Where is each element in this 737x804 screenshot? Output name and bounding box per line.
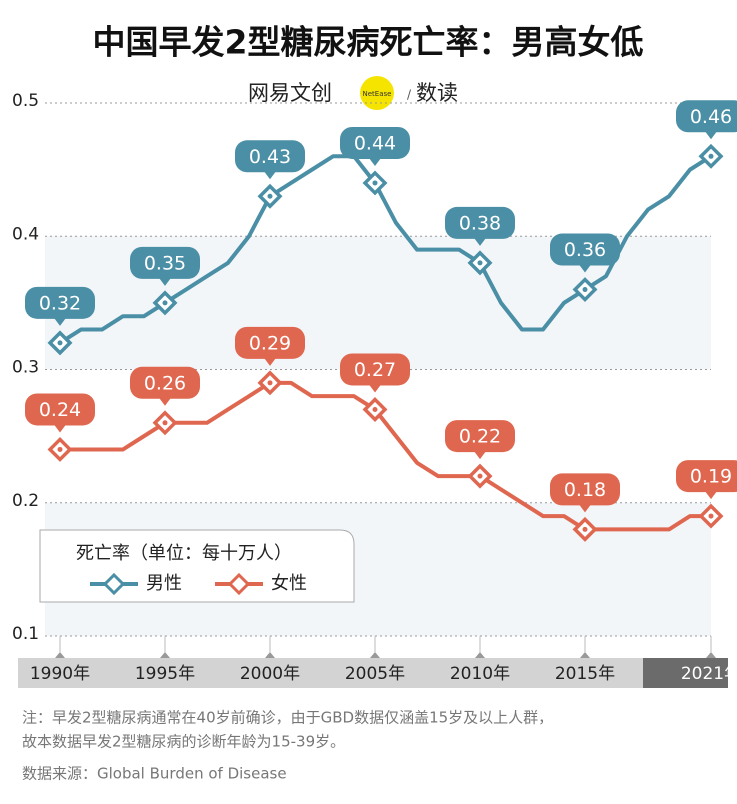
data-label: 0.24 bbox=[39, 399, 81, 421]
label-pointer bbox=[579, 264, 591, 273]
legend-label: 女性 bbox=[271, 573, 307, 594]
label-pointer bbox=[54, 424, 66, 433]
label-box bbox=[235, 326, 305, 359]
point-dot bbox=[708, 153, 714, 159]
point-dot bbox=[267, 193, 273, 199]
label-box bbox=[130, 246, 200, 279]
y-tick-label: 0.4 bbox=[12, 224, 39, 244]
point-dot bbox=[267, 380, 273, 386]
point-dot bbox=[57, 446, 63, 452]
x-tick-marker bbox=[370, 652, 380, 658]
label-pointer bbox=[264, 357, 276, 366]
y-tick-label: 0.5 bbox=[12, 91, 39, 111]
label-box bbox=[25, 393, 95, 426]
x-tick-label: 1990年 bbox=[30, 664, 90, 684]
legend-title: 死亡率（单位：每十万人） bbox=[76, 543, 292, 564]
x-tick-marker bbox=[160, 652, 170, 658]
legend-label: 男性 bbox=[146, 573, 182, 594]
y-tick-label: 0.2 bbox=[12, 491, 39, 511]
point-dot bbox=[162, 300, 168, 306]
x-tick-marker bbox=[706, 652, 716, 658]
point-dot bbox=[477, 260, 483, 266]
x-tick-label: 1995年 bbox=[135, 664, 195, 684]
data-label: 0.22 bbox=[459, 426, 501, 448]
label-box bbox=[445, 420, 515, 453]
point-dot bbox=[708, 513, 714, 519]
legend-marker bbox=[227, 572, 251, 596]
data-label: 0.36 bbox=[564, 239, 606, 261]
x-tick-label: 2010年 bbox=[450, 664, 510, 684]
data-label: 0.35 bbox=[144, 252, 186, 274]
data-label: 0.38 bbox=[459, 212, 501, 234]
label-box bbox=[445, 206, 515, 239]
data-label: 0.18 bbox=[564, 479, 606, 501]
label-box bbox=[676, 460, 737, 493]
data-label: 0.43 bbox=[249, 146, 291, 168]
label-box bbox=[130, 366, 200, 399]
x-tick-marker bbox=[55, 652, 65, 658]
label-pointer bbox=[369, 157, 381, 166]
label-pointer bbox=[159, 397, 171, 406]
brand-left: 网易文创 bbox=[248, 81, 332, 105]
data-label: 0.19 bbox=[690, 466, 732, 488]
label-pointer bbox=[264, 171, 276, 180]
label-pointer bbox=[474, 451, 486, 460]
data-label: 0.46 bbox=[690, 106, 732, 128]
point-dot bbox=[372, 180, 378, 186]
label-pointer bbox=[54, 317, 66, 326]
x-axis-band-last bbox=[643, 658, 728, 688]
label-pointer bbox=[474, 237, 486, 246]
label-pointer bbox=[159, 277, 171, 286]
label-box bbox=[25, 286, 95, 319]
note: 故本数据早发2型糖尿病的诊断年龄为15-39岁。 bbox=[22, 733, 345, 751]
point-dot bbox=[582, 287, 588, 293]
label-box bbox=[550, 233, 620, 266]
data-label: 0.29 bbox=[249, 332, 291, 354]
x-tick-label: 2005年 bbox=[345, 664, 405, 684]
source: 数据来源：Global Burden of Disease bbox=[22, 765, 287, 783]
brand-badge: NetEase bbox=[363, 90, 392, 98]
label-pointer bbox=[705, 131, 717, 140]
x-axis-band bbox=[18, 658, 728, 688]
label-box bbox=[340, 353, 410, 386]
label-pointer bbox=[369, 384, 381, 393]
chart-title: 中国早发2型糖尿病死亡率：男高女低 bbox=[93, 23, 644, 62]
data-label: 0.27 bbox=[354, 359, 396, 381]
note: 注：早发2型糖尿病通常在40岁前确诊，由于GBD数据仅涵盖15岁及以上人群， bbox=[22, 709, 553, 727]
data-label: 0.44 bbox=[354, 132, 396, 154]
point-dot bbox=[477, 473, 483, 479]
point-dot bbox=[372, 406, 378, 412]
brand-slash: / bbox=[407, 88, 412, 102]
x-tick-label: 2015年 bbox=[555, 664, 615, 684]
label-box bbox=[340, 126, 410, 159]
point-dot bbox=[162, 420, 168, 426]
point-dot bbox=[57, 340, 63, 346]
label-box bbox=[550, 473, 620, 506]
label-box bbox=[676, 100, 737, 133]
x-tick-marker bbox=[475, 652, 485, 658]
brand-right: 数读 bbox=[416, 81, 458, 105]
x-tick-label: 2021年 bbox=[681, 664, 737, 684]
label-pointer bbox=[579, 504, 591, 513]
label-pointer bbox=[705, 491, 717, 500]
x-tick-marker bbox=[265, 652, 275, 658]
x-tick-marker bbox=[580, 652, 590, 658]
data-label: 0.26 bbox=[144, 372, 186, 394]
point-dot bbox=[582, 526, 588, 532]
legend-marker bbox=[102, 572, 126, 596]
brand-badge-circle bbox=[360, 76, 394, 110]
y-tick-label: 0.3 bbox=[12, 358, 39, 378]
x-tick-label: 2000年 bbox=[240, 664, 300, 684]
data-label: 0.32 bbox=[39, 292, 81, 314]
y-tick-label: 0.1 bbox=[12, 624, 39, 644]
label-box bbox=[235, 140, 305, 173]
